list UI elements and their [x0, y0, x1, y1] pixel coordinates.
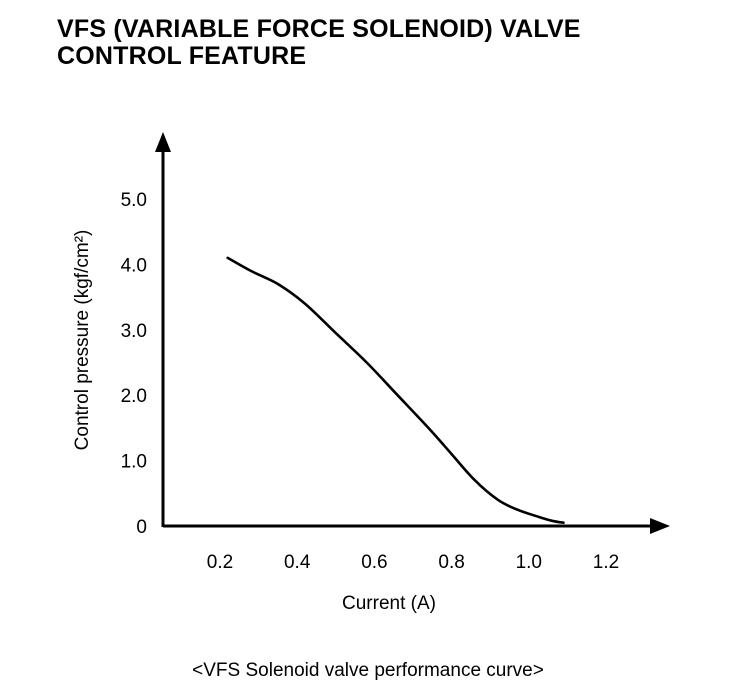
- y-tick-label: 0: [136, 517, 147, 538]
- x-axis-arrow: [650, 518, 670, 534]
- chart-title-line-2: CONTROL FEATURE: [57, 42, 307, 70]
- x-axis-label: Current (A): [342, 593, 436, 614]
- chart-title: VFS (VARIABLE FORCE SOLENOID) VALVE CONT…: [57, 16, 581, 70]
- y-tick-label: 1.0: [121, 452, 147, 473]
- y-axis-arrow: [155, 132, 171, 152]
- x-tick-label: 0.2: [207, 552, 233, 573]
- y-tick-label: 3.0: [121, 321, 147, 342]
- y-tick-label: 4.0: [121, 255, 147, 276]
- x-tick-label: 1.2: [593, 552, 619, 573]
- y-tick-label: 2.0: [121, 386, 147, 407]
- series-line: [226, 256, 565, 524]
- x-tick-label: 0.8: [438, 552, 464, 573]
- x-tick-label: 0.4: [284, 552, 311, 573]
- y-axis-label: Control pressure (kgf/cm²): [72, 230, 93, 451]
- x-tick-label: 1.0: [516, 552, 542, 573]
- chart-caption: <VFS Solenoid valve performance curve>: [192, 660, 544, 681]
- chart-title-line-1: VFS (VARIABLE FORCE SOLENOID) VALVE: [57, 15, 581, 43]
- x-tick-label: 0.6: [361, 552, 387, 573]
- y-tick-label: 5.0: [121, 190, 147, 211]
